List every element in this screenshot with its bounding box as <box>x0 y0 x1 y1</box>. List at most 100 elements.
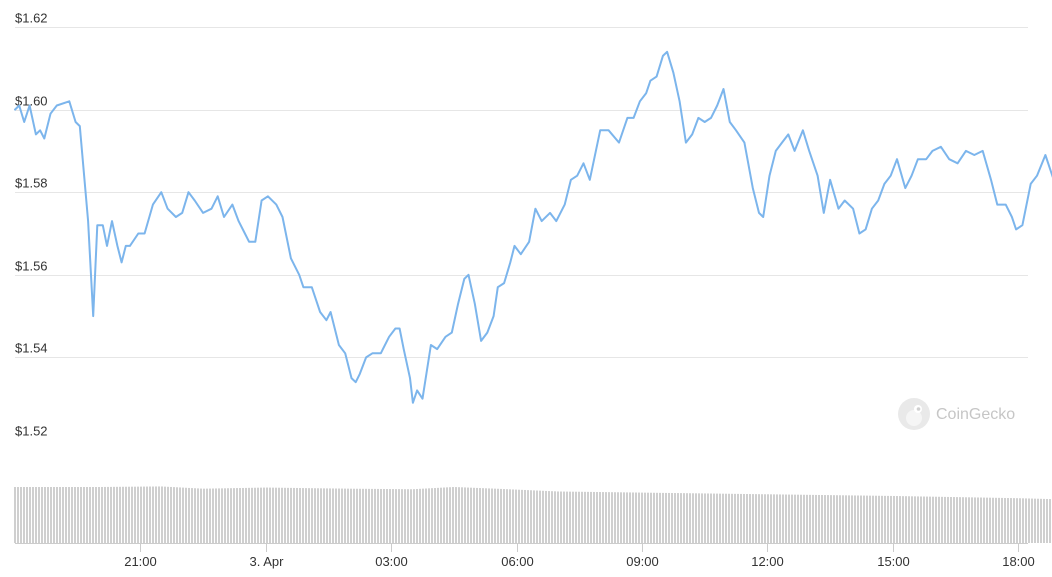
volume-bar <box>497 488 499 543</box>
volume-bar <box>881 495 883 543</box>
volume-bar <box>119 486 121 543</box>
volume-bar <box>308 488 310 543</box>
volume-bar <box>737 493 739 543</box>
volume-bar <box>89 487 91 543</box>
volume-bar <box>893 495 895 543</box>
volume-bar <box>599 492 601 543</box>
x-tick-label: 03:00 <box>375 554 408 569</box>
volume-bar <box>29 487 31 543</box>
volume-bar <box>245 487 247 543</box>
volume-bar <box>473 487 475 543</box>
volume-bar <box>26 487 28 543</box>
volume-bar <box>542 490 544 543</box>
y-tick-label: $1.56 <box>15 259 48 274</box>
volume-bar <box>578 491 580 543</box>
volume-bar <box>878 495 880 543</box>
volume-bar <box>677 493 679 543</box>
volume-bar <box>110 486 112 543</box>
volume-bar <box>257 487 259 543</box>
volume-bar <box>638 492 640 543</box>
volume-bar <box>341 488 343 543</box>
volume-bar <box>260 487 262 543</box>
volume-bar <box>182 487 184 543</box>
volume-bar <box>167 486 169 543</box>
volume-bar <box>329 488 331 543</box>
volume-bar <box>38 487 40 543</box>
volume-bar <box>377 488 379 543</box>
price-line <box>14 50 1052 404</box>
volume-bar <box>44 487 46 543</box>
volume-bar <box>77 487 79 543</box>
volume-bar <box>1022 498 1024 543</box>
volume-bar <box>1034 498 1036 543</box>
volume-bar <box>1013 498 1015 543</box>
volume-bar <box>557 491 559 543</box>
volume-bar <box>563 491 565 543</box>
volume-bar <box>50 487 52 543</box>
volume-bars <box>14 486 1051 543</box>
volume-bar <box>992 497 994 543</box>
volume-bar <box>845 495 847 543</box>
volume-bar <box>935 496 937 543</box>
volume-bar <box>137 486 139 543</box>
volume-bar <box>758 494 760 543</box>
volume-bar <box>773 494 775 543</box>
volume-bar <box>299 488 301 543</box>
coingecko-watermark: CoinGecko <box>898 398 1015 430</box>
volume-bar <box>1040 498 1042 543</box>
volume-bar <box>527 490 529 543</box>
volume-bar <box>212 488 214 543</box>
volume-bar <box>95 487 97 543</box>
volume-bar <box>443 487 445 543</box>
volume-bar <box>566 491 568 543</box>
volume-bar <box>23 487 25 543</box>
price-line-layer <box>14 50 1052 404</box>
volume-bar <box>689 493 691 543</box>
volume-bar <box>521 489 523 543</box>
volume-bar <box>155 486 157 543</box>
volume-bar <box>818 494 820 543</box>
volume-bar <box>776 494 778 543</box>
volume-bar <box>461 487 463 543</box>
volume-bar <box>59 487 61 543</box>
volume-bar <box>857 495 859 543</box>
volume-bar <box>170 486 172 543</box>
volume-bar <box>347 488 349 543</box>
volume-bar <box>509 489 511 543</box>
volume-bar <box>224 488 226 543</box>
volume-bar <box>608 492 610 543</box>
x-axis: 21:00 3. Apr 03:00 06:00 09:00 12:00 15:00 18:0… <box>15 543 1035 569</box>
volume-bar <box>179 487 181 543</box>
volume-bar <box>788 494 790 543</box>
volume-bar <box>626 492 628 543</box>
volume-bar <box>314 488 316 543</box>
volume-bar <box>320 488 322 543</box>
volume-bar <box>149 486 151 543</box>
volume-bar <box>68 487 70 543</box>
volume-bar <box>671 493 673 543</box>
volume-bar <box>251 487 253 543</box>
volume-bar <box>227 488 229 543</box>
volume-bar <box>1025 498 1027 543</box>
volume-bar <box>410 489 412 543</box>
volume-bar <box>698 493 700 543</box>
volume-bar <box>1031 498 1033 543</box>
volume-bar <box>734 493 736 543</box>
volume-bar <box>869 495 871 543</box>
volume-bar <box>905 496 907 543</box>
volume-bar <box>908 496 910 543</box>
volume-bar <box>593 491 595 543</box>
volume-bar <box>554 491 556 543</box>
volume-bar <box>974 497 976 543</box>
volume-bar <box>323 488 325 543</box>
volume-bar <box>503 489 505 543</box>
volume-bar <box>806 494 808 543</box>
volume-bar <box>980 497 982 543</box>
volume-bar <box>944 496 946 543</box>
volume-bar <box>971 497 973 543</box>
volume-bar <box>986 497 988 543</box>
volume-bar <box>134 486 136 543</box>
volume-bar <box>887 495 889 543</box>
volume-bar <box>713 493 715 543</box>
volume-bar <box>437 487 439 543</box>
